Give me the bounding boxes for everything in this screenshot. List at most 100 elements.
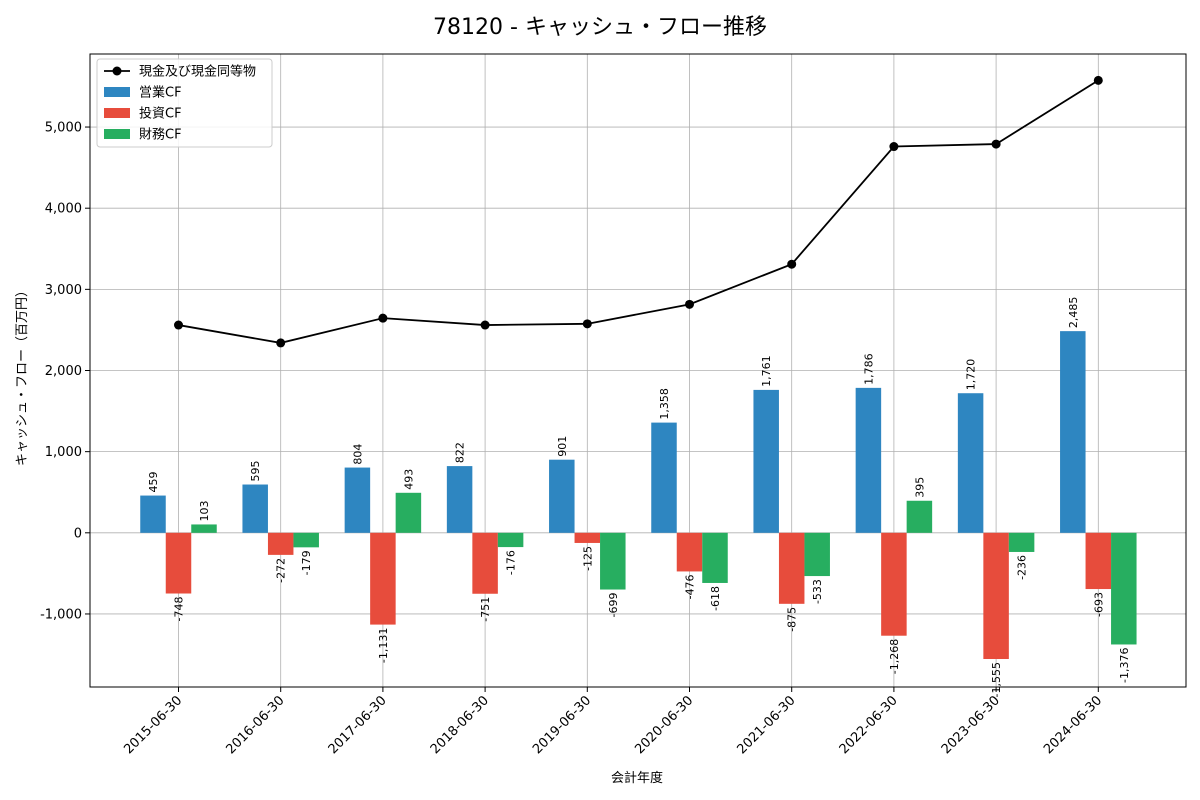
legend-marker-swatch (112, 66, 122, 76)
legend-box (96, 58, 273, 148)
cash-line-point (991, 139, 1001, 149)
y-tick-label: -1,000 (40, 607, 82, 622)
legend-entry-label: 財務CF (139, 128, 182, 143)
y-ticks: -1,000 0 1,000 2,000 3,000 4,000 5,000 (40, 121, 90, 622)
grid (90, 54, 1186, 687)
bar-value-label: -125 (581, 546, 594, 571)
bar (702, 532, 728, 583)
bar (472, 532, 498, 594)
x-tick-label: 2016-06-30 (223, 693, 287, 757)
x-tick-label: 2022-06-30 (837, 693, 901, 757)
bar (293, 532, 319, 548)
cash-line (174, 75, 1103, 348)
bar-value-label: 595 (249, 461, 262, 482)
bar (1008, 532, 1035, 552)
x-tick-label: 2018-06-30 (428, 693, 492, 757)
bar (344, 467, 371, 533)
y-tick-label: 3,000 (45, 283, 82, 298)
cash-line-point (685, 299, 694, 309)
x-tick-label: 2024-06-30 (1041, 693, 1105, 757)
bar (600, 532, 626, 590)
bar-value-label: -533 (811, 579, 824, 604)
bar-value-label: -1,376 (1118, 647, 1131, 682)
x-tick-label: 2017-06-30 (326, 693, 390, 757)
cash-line-point (1093, 75, 1103, 85)
bar (395, 492, 422, 533)
bar-value-label: -179 (300, 550, 313, 575)
bar (497, 532, 524, 548)
x-tick-label: 2015-06-30 (121, 693, 185, 757)
bar (549, 459, 575, 533)
y-axis-label: キャッシュ・フロー（百万円） (15, 284, 30, 466)
bar (676, 532, 703, 572)
y-tick-label: 2,000 (45, 364, 82, 379)
legend-bar-swatch (104, 108, 130, 118)
cash-line-point (174, 320, 183, 330)
bar (1111, 532, 1137, 645)
bar (778, 532, 805, 604)
x-tick-label: 2020-06-30 (632, 693, 696, 757)
bar (1085, 532, 1112, 590)
bar-value-label: 901 (556, 436, 569, 457)
bar (957, 393, 984, 533)
x-axis-label: 会計年度 (611, 770, 663, 786)
bar (191, 524, 217, 533)
bar-value-label: -476 (684, 574, 697, 599)
cash-line-point (889, 142, 899, 152)
cash-line-point (582, 319, 592, 329)
bar-value-label: 1,720 (965, 359, 978, 391)
bar (574, 532, 601, 543)
bar-value-label: -618 (709, 586, 722, 611)
bar-value-label: 1,358 (658, 388, 671, 420)
cash-line-point (378, 313, 388, 323)
bar-value-label: 103 (198, 500, 211, 521)
bar (370, 532, 396, 625)
bar (804, 532, 830, 577)
x-tick-label: 2019-06-30 (530, 693, 594, 757)
bar (881, 532, 907, 636)
bar (446, 466, 473, 533)
bar-value-label: -1,268 (888, 639, 901, 674)
bar-value-label: 1,786 (862, 353, 875, 385)
bar-value-label: 2,485 (1067, 297, 1080, 329)
bar-value-label: -693 (1092, 592, 1105, 617)
x-tick-label: 2021-06-30 (734, 693, 798, 757)
bar-value-label: 459 (147, 472, 160, 493)
bar (651, 422, 677, 533)
bar-value-label: -699 (607, 593, 620, 618)
bar (855, 387, 882, 533)
x-ticks: 2015-06-30 2016-06-30 2017-06-30 2018-06-30… (121, 687, 1105, 757)
bar-value-label: 493 (402, 469, 415, 490)
bar-value-label: -751 (479, 597, 492, 622)
y-tick-label: 1,000 (45, 445, 82, 460)
cash-line-point (276, 338, 286, 348)
cash-line-point (787, 259, 797, 269)
bar (140, 495, 166, 533)
x-tick-label: 2023-06-30 (939, 693, 1003, 757)
bar-value-label: -236 (1016, 555, 1029, 580)
bar-value-label: -1,555 (990, 662, 1003, 697)
y-tick-label: 5,000 (45, 121, 82, 136)
cash-line-point (480, 320, 490, 330)
bar-value-label: 395 (913, 477, 926, 498)
bar (983, 532, 1009, 660)
bar-value-label: -1,131 (377, 628, 390, 663)
bar-labels: 459 595 804 822 901 1,358 1,761 1,786 1,720 2,485… (147, 297, 1131, 698)
bar-value-label: -875 (786, 607, 799, 632)
bars (140, 331, 1137, 660)
y-tick-label: 4,000 (45, 202, 82, 217)
bar-value-label: 804 (351, 444, 364, 465)
bar-value-label: 1,761 (760, 355, 773, 387)
bar (1060, 331, 1086, 533)
bar-value-label: -272 (275, 558, 288, 583)
bar (165, 532, 192, 594)
y-tick-label: 0 (74, 526, 82, 541)
bar (753, 389, 779, 533)
legend-entry-label: 現金及び現金同等物 (139, 64, 256, 80)
legend-entry-label: 投資CF (139, 106, 182, 122)
legend-bar-swatch (104, 129, 130, 139)
bar (267, 532, 294, 555)
bar (242, 484, 268, 533)
legend-bar-swatch (104, 87, 130, 97)
